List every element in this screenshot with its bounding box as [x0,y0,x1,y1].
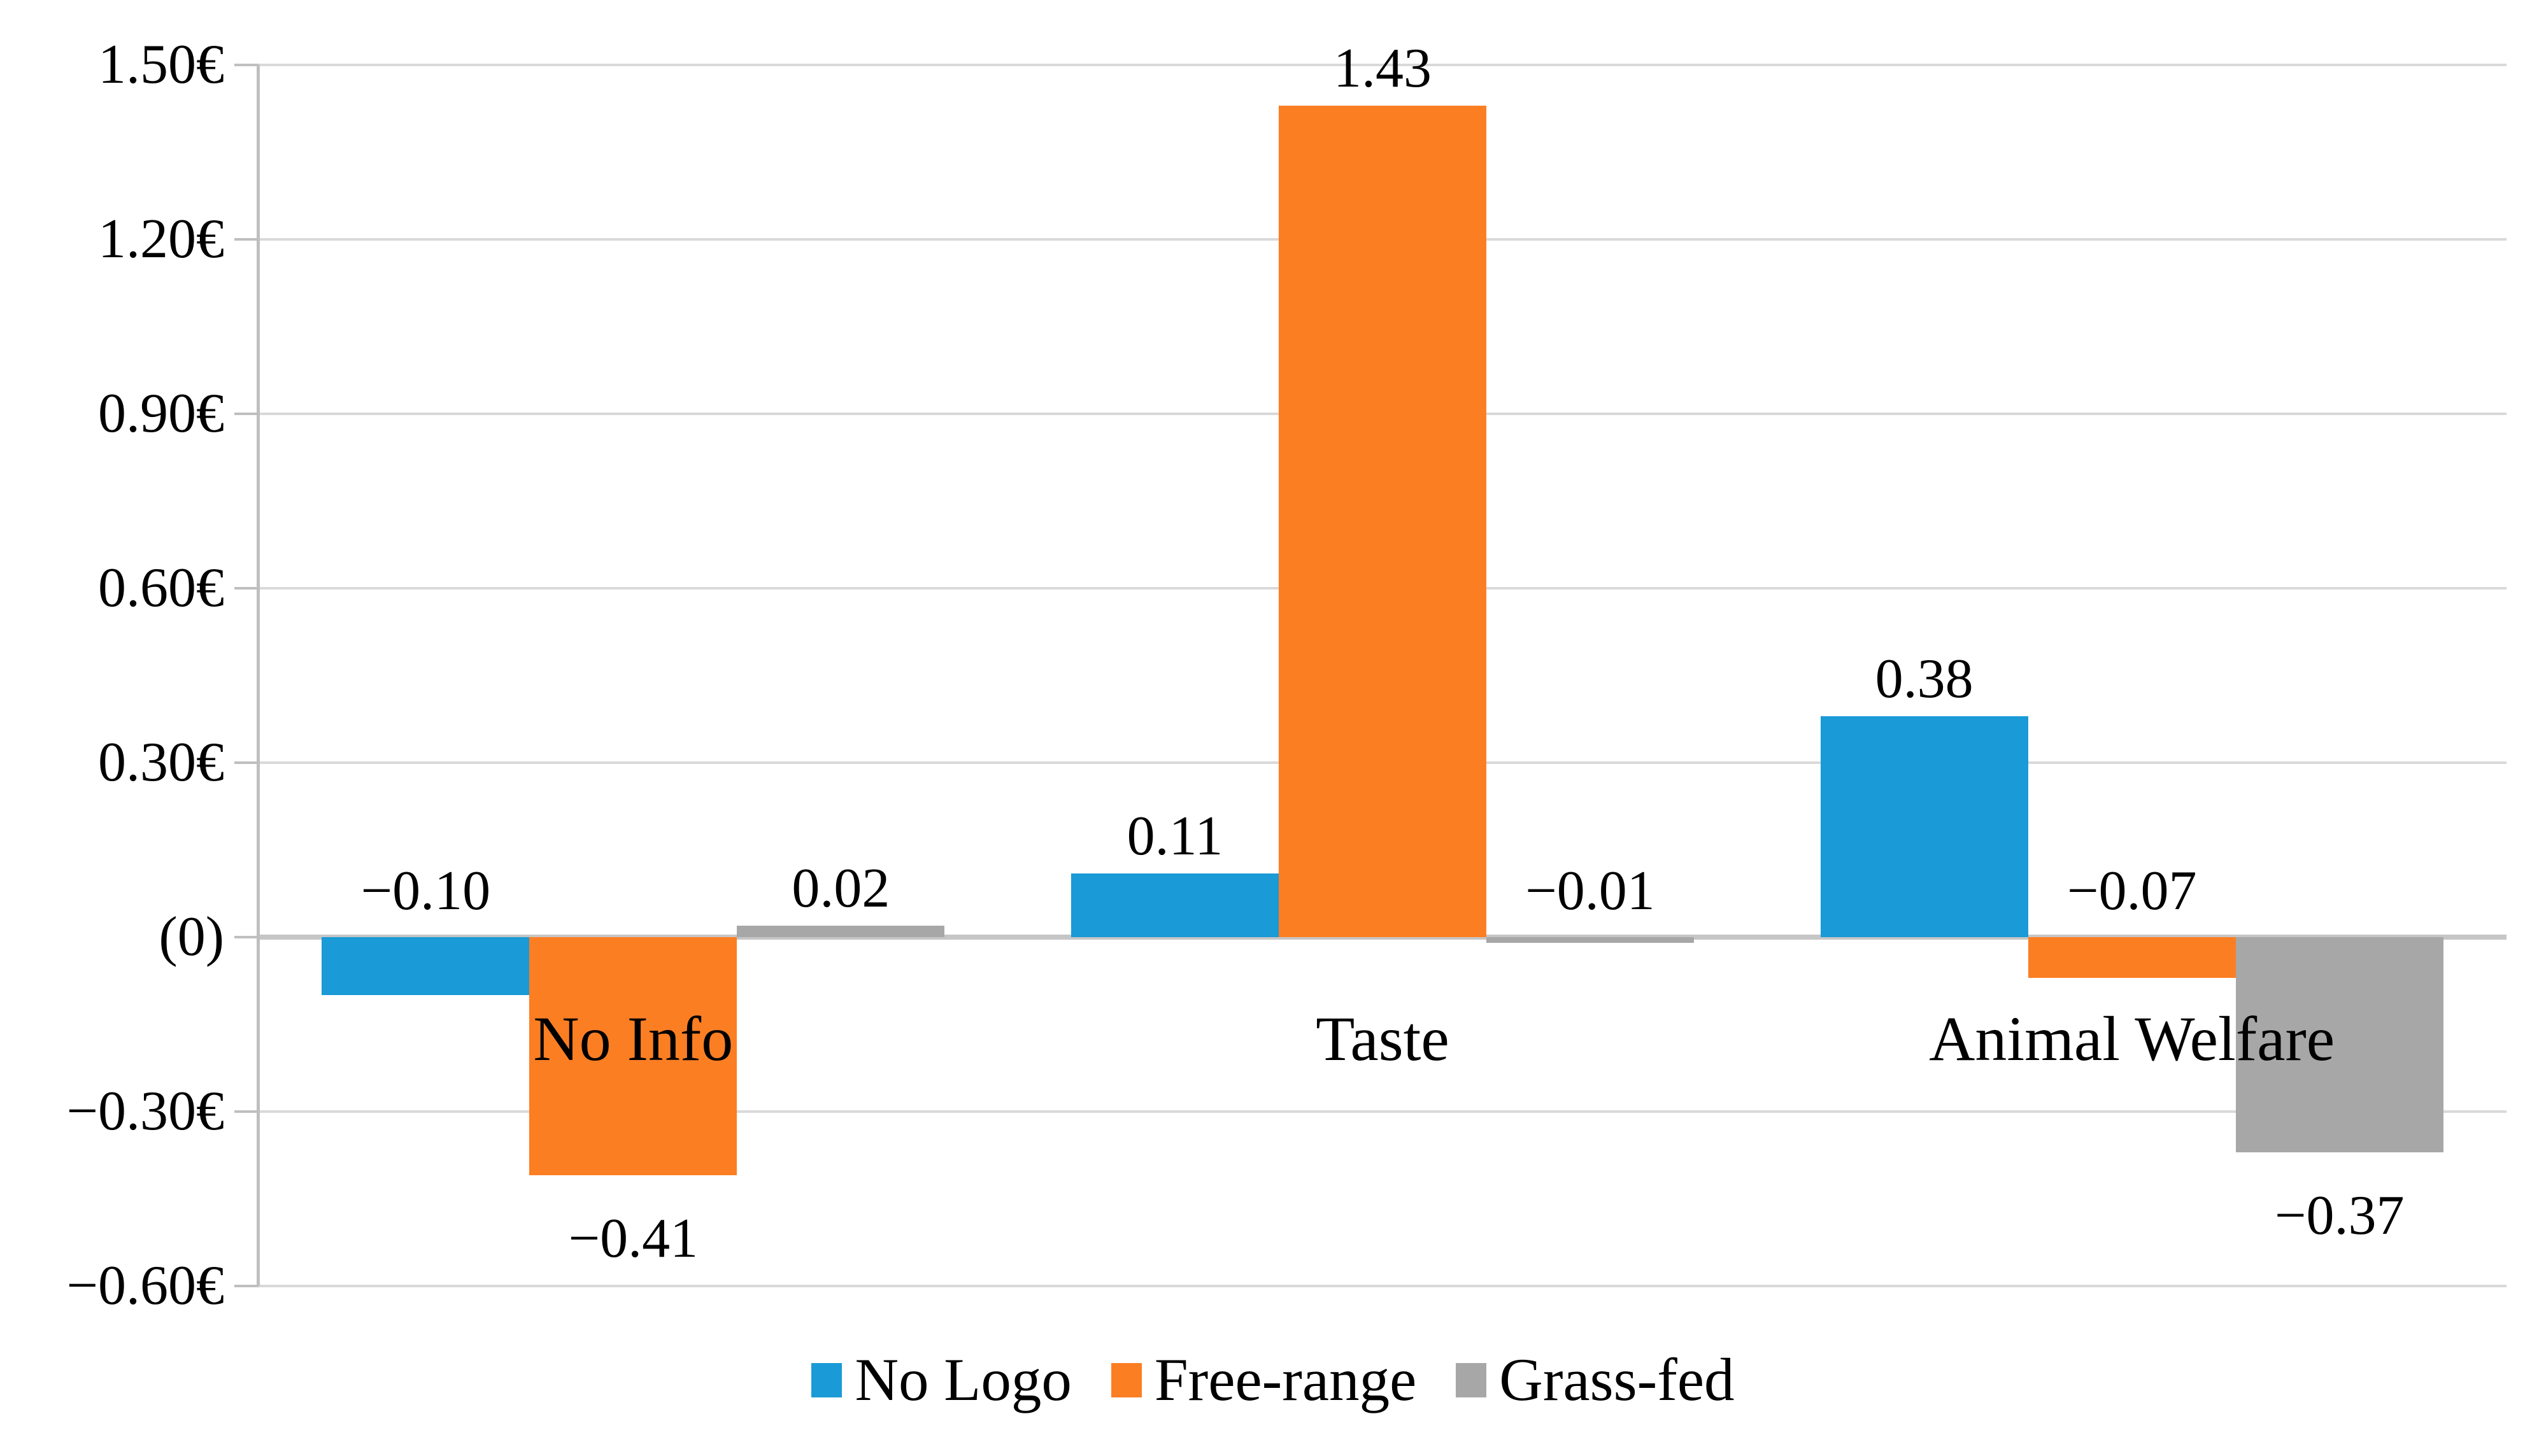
data-label-free-range-no-info: −0.41 [568,1208,699,1270]
category-label-no-info: No Info [533,1003,734,1074]
y-tick-label-0-60: −0.60€ [66,1254,224,1317]
y-tick-label-0-60: 0.60€ [98,557,224,619]
legend-label-free-range: Free-range [1154,1346,1417,1413]
bar-no-logo-taste [1071,873,1279,937]
data-label-free-range-taste: 1.43 [1333,37,1432,99]
bar-free-range-no-info [529,937,737,1176]
bar-grass-fed-animal-welfare [2235,937,2443,1152]
data-label-grass-fed-taste: −0.01 [1525,860,1655,922]
category-label-animal-welfare: Animal Welfare [1929,1003,2335,1074]
gridline-1-50 [259,64,2507,66]
bar-no-logo-no-info [322,937,530,996]
bar-free-range-taste [1279,105,1486,937]
bar-no-logo-animal-welfare [1820,716,2028,937]
data-label-no-logo-no-info: −0.10 [360,860,491,922]
gridline-0-60 [259,1284,2507,1287]
gridline-0 [259,935,2507,940]
y-axis-tick [234,64,259,66]
data-label-no-logo-taste: 0.11 [1127,805,1223,867]
legend-label-grass-fed: Grass-fed [1499,1346,1735,1413]
y-tick-label-1-50: 1.50€ [98,34,224,95]
bar-free-range-animal-welfare [2028,937,2236,978]
legend-item-no-logo: No Logo [811,1346,1072,1413]
data-label-free-range-animal-welfare: −0.07 [2066,860,2197,922]
y-axis-line [257,65,260,1286]
gridline-0-30 [259,1110,2507,1113]
legend-swatch-free-range [1111,1362,1142,1397]
legend: No Logo Free-range Grass-fed [0,1350,2546,1410]
legend-swatch-grass-fed [1456,1362,1487,1397]
y-tick-label-1-20: 1.20€ [98,208,224,270]
bar-grass-fed-taste [1486,937,1694,944]
bar-grass-fed-no-info [737,925,945,937]
data-label-grass-fed-no-info: 0.02 [792,857,890,919]
legend-swatch-no-logo [811,1362,843,1397]
y-axis-tick [234,761,259,764]
y-axis-tick [234,936,259,938]
y-axis-tick [234,1284,259,1287]
y-axis-tick [234,587,259,590]
legend-item-grass-fed: Grass-fed [1456,1346,1735,1413]
y-tick-label-0-30: 0.30€ [98,732,224,793]
legend-item-free-range: Free-range [1111,1350,1416,1410]
y-axis-tick [234,1110,259,1113]
y-tick-label-0-30: −0.30€ [66,1080,224,1142]
y-axis-tick [234,238,259,241]
y-axis-tick [234,413,259,415]
category-label-taste: Taste [1316,1003,1449,1074]
y-tick-label-0: (0) [159,906,224,968]
y-tick-label-0-90: 0.90€ [98,383,224,444]
data-label-no-logo-animal-welfare: 0.38 [1875,647,1974,710]
data-label-grass-fed-animal-welfare: −0.37 [2274,1184,2405,1247]
legend-label-no-logo: No Logo [855,1346,1072,1413]
